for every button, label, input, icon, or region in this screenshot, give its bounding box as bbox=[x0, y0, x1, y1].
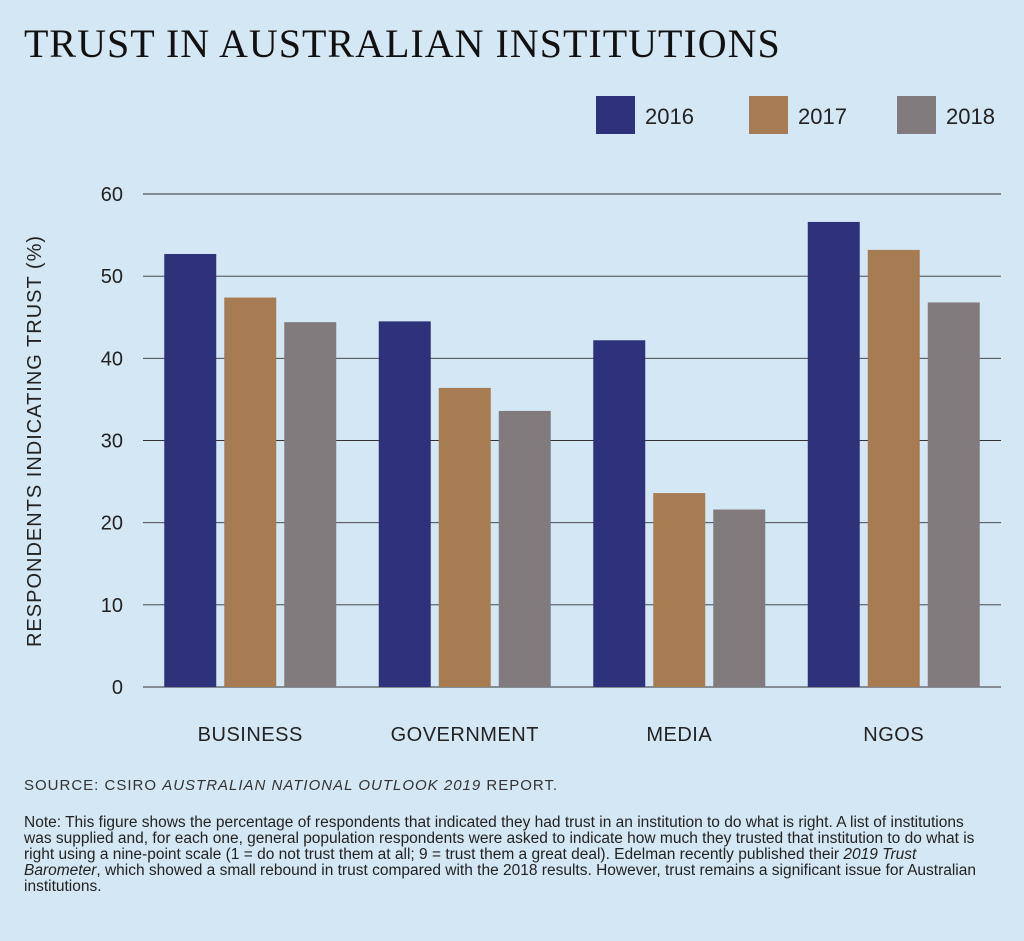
bar-government-2018 bbox=[498, 410, 551, 687]
bar-business-2017 bbox=[224, 297, 277, 687]
y-tick-label: 40 bbox=[101, 348, 123, 370]
bar-ngos-2016 bbox=[807, 221, 860, 688]
bar-media-2016 bbox=[593, 340, 646, 687]
legend-item-2017: 2017 bbox=[749, 96, 847, 134]
x-tick-label: BUSINESS bbox=[198, 724, 303, 746]
y-axis-ticks: 0 10 20 30 40 50 60 bbox=[101, 184, 123, 699]
footnote-italic: 2019 Trust Barometer bbox=[24, 846, 917, 879]
y-axis-label: RESPONDENTS INDICATING TRUST (%) bbox=[24, 235, 46, 647]
bar-media-2017 bbox=[653, 493, 706, 687]
source-line: SOURCE: CSIRO AUSTRALIAN NATIONAL OUTLOO… bbox=[24, 777, 558, 794]
source-report: AUSTRALIAN NATIONAL OUTLOOK 2019 bbox=[162, 777, 482, 794]
y-tick-label: 0 bbox=[112, 677, 123, 699]
x-axis-ticks: BUSINESS GOVERNMENT MEDIA NGOS bbox=[198, 724, 924, 746]
footnote: Note: This figure shows the percentage o… bbox=[24, 815, 984, 895]
legend-label: 2017 bbox=[798, 104, 847, 129]
bar-business-2018 bbox=[284, 322, 337, 687]
source-suffix: REPORT. bbox=[481, 777, 559, 794]
y-tick-label: 10 bbox=[101, 595, 123, 617]
chart-title: TRUST IN AUSTRALIAN INSTITUTIONS bbox=[24, 21, 781, 66]
bar-chart: 2016 2017 2018 0 10 20 30 40 50 60 RESPONDENTS I… bbox=[24, 96, 1001, 746]
legend: 2016 2017 2018 bbox=[596, 96, 995, 134]
y-tick-label: 50 bbox=[101, 266, 123, 288]
x-tick-label: MEDIA bbox=[646, 724, 712, 746]
footnote-part1: Note: This figure shows the percentage o… bbox=[24, 814, 975, 863]
y-tick-label: 30 bbox=[101, 431, 123, 453]
legend-item-2016: 2016 bbox=[596, 96, 694, 134]
bar-government-2016 bbox=[378, 321, 431, 687]
legend-swatch bbox=[596, 96, 635, 134]
x-tick-label: GOVERNMENT bbox=[391, 724, 539, 746]
legend-swatch bbox=[749, 96, 788, 134]
legend-swatch bbox=[897, 96, 936, 134]
bar-ngos-2018 bbox=[927, 302, 980, 687]
bar-ngos-2017 bbox=[867, 249, 920, 687]
footnote-part2: , which showed a small rebound in trust … bbox=[24, 862, 976, 895]
x-tick-label: NGOS bbox=[863, 724, 924, 746]
bar-business-2016 bbox=[164, 253, 217, 687]
legend-label: 2016 bbox=[645, 104, 694, 129]
bars bbox=[164, 221, 980, 688]
y-tick-label: 60 bbox=[101, 184, 123, 206]
y-tick-label: 20 bbox=[101, 513, 123, 535]
legend-label: 2018 bbox=[946, 104, 995, 129]
legend-item-2018: 2018 bbox=[897, 96, 995, 134]
bar-media-2018 bbox=[713, 509, 766, 687]
bar-government-2017 bbox=[438, 387, 491, 687]
source-prefix: SOURCE: CSIRO bbox=[24, 777, 163, 794]
